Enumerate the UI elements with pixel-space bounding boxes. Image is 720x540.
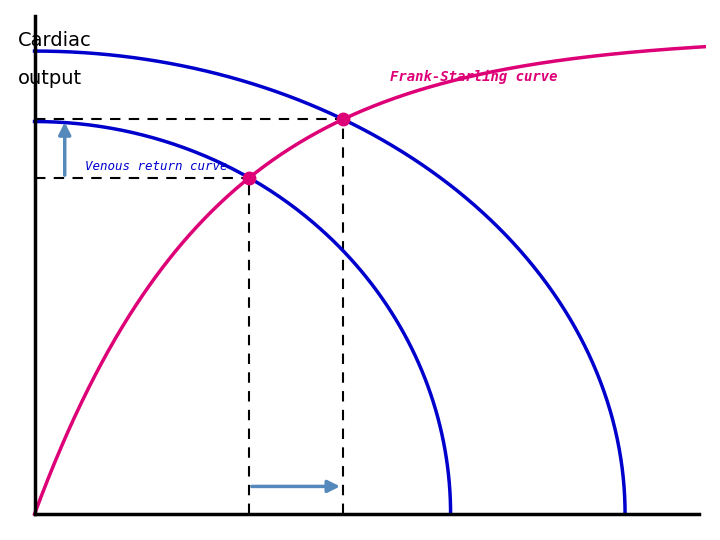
Text: output: output bbox=[18, 69, 82, 87]
Text: Cardiac: Cardiac bbox=[18, 31, 91, 50]
Text: Frank-Starling curve: Frank-Starling curve bbox=[390, 70, 558, 84]
Text: Venous return curve: Venous return curve bbox=[85, 160, 228, 173]
